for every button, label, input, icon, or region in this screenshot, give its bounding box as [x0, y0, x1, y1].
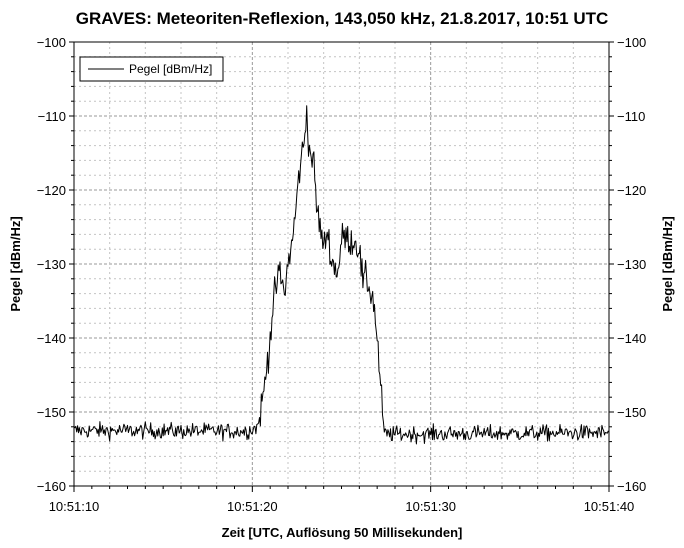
- y-tick-label: −130: [37, 257, 66, 272]
- y-tick-label: −130: [617, 257, 646, 272]
- y-axis-label-left: Pegel [dBm/Hz]: [8, 216, 23, 311]
- x-tick-label: 10:51:40: [584, 499, 635, 514]
- y-tick-label: −140: [37, 331, 66, 346]
- y-axis-right: −100 −110 −120 −130 −140 −150 −160: [609, 35, 646, 494]
- y-tick-label: −120: [37, 183, 66, 198]
- x-tick-label: 10:51:20: [227, 499, 278, 514]
- y-tick-label: −160: [37, 479, 66, 494]
- x-axis: 10:51:10 10:51:20 10:51:30 10:51:40: [49, 486, 635, 514]
- y-tick-label: −140: [617, 331, 646, 346]
- y-tick-label: −100: [37, 35, 66, 50]
- y-tick-label: −110: [38, 109, 66, 124]
- legend-label: Pegel [dBm/Hz]: [129, 62, 212, 76]
- y-tick-label: −160: [617, 479, 646, 494]
- y-tick-label: −150: [37, 405, 66, 420]
- legend: Pegel [dBm/Hz]: [79, 56, 224, 82]
- y-tick-label: −100: [617, 35, 646, 50]
- grid: [74, 42, 609, 486]
- chart-title: GRAVES: Meteoriten-Reflexion, 143,050 kH…: [76, 9, 609, 28]
- y-tick-label: −110: [617, 109, 645, 124]
- series-line: [73, 105, 610, 445]
- y-axis-left: −100 −110 −120 −130 −140 −150 −160: [37, 35, 74, 494]
- y-tick-label: −150: [617, 405, 646, 420]
- x-axis-label: Zeit [UTC, Auflösung 50 Millisekunden]: [222, 525, 463, 540]
- y-tick-label: −120: [617, 183, 646, 198]
- x-tick-label: 10:51:10: [49, 499, 100, 514]
- y-axis-label-right: Pegel [dBm/Hz]: [660, 216, 675, 311]
- x-tick-label: 10:51:30: [405, 499, 456, 514]
